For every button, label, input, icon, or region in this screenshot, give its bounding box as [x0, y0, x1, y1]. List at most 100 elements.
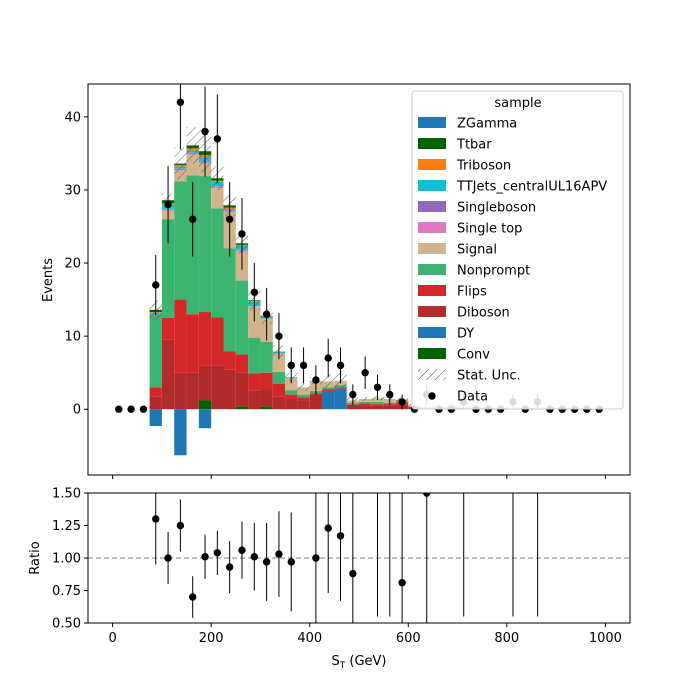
legend-entry: Conv — [418, 348, 490, 363]
data-point — [275, 332, 283, 340]
bar-dy — [149, 409, 162, 427]
legend-marker — [428, 392, 436, 400]
legend-entry: TTJets_centralUL16APV — [418, 180, 607, 195]
bar-signal — [248, 306, 261, 338]
stat-unc-band — [186, 127, 199, 164]
ratio-point — [250, 553, 258, 561]
bar-nonprompt — [174, 181, 187, 300]
data-point — [361, 368, 369, 377]
bar-flips — [198, 312, 212, 366]
bar-dy — [334, 388, 347, 410]
bar-dy — [174, 409, 187, 456]
legend-label: Stat. Unc. — [457, 369, 521, 384]
data-point — [250, 288, 258, 296]
data-point — [189, 215, 197, 223]
bar-conv — [198, 400, 212, 410]
bar-conv — [260, 406, 273, 410]
legend-label: Nonprompt — [457, 264, 530, 279]
y-tick-label: 1.00 — [52, 552, 81, 567]
bar-diboson — [383, 405, 396, 410]
data-point — [176, 98, 185, 106]
legend-label: Signal — [457, 243, 497, 258]
bar-flips — [371, 404, 384, 406]
bar-nonprompt — [223, 248, 236, 352]
data-point — [312, 376, 320, 384]
bar-flips — [149, 387, 162, 397]
bar-flips — [322, 389, 335, 391]
data-point — [386, 390, 394, 399]
ratio-point — [176, 521, 185, 530]
bar-diboson — [285, 398, 298, 410]
main-y-ticks: 0 10 20 30 40 — [64, 110, 88, 418]
bar-diboson — [235, 372, 249, 407]
bar-nonprompt — [297, 394, 310, 398]
legend-entry: Stat. Unc. — [418, 369, 521, 384]
legend-label: Ttbar — [456, 138, 492, 153]
stat-unc-band — [297, 383, 310, 391]
ratio-point — [324, 524, 332, 532]
ratio-point — [336, 532, 345, 540]
bar-nonprompt — [260, 341, 273, 373]
ratio-point — [201, 553, 209, 561]
bar-nonprompt — [371, 401, 384, 405]
bar-diboson — [260, 389, 273, 407]
data-point — [262, 310, 271, 318]
bar-signal — [272, 352, 286, 372]
legend-entry: Flips — [418, 285, 487, 300]
data-point — [398, 398, 406, 406]
bar-signal — [211, 187, 224, 209]
stat-unc-band — [322, 374, 335, 389]
ratio-point — [398, 579, 406, 587]
ratio-point — [189, 593, 197, 601]
bar-nonprompt — [211, 208, 224, 318]
legend-entry: Signal — [418, 243, 497, 258]
ratio-point — [225, 563, 234, 571]
main-x-ticks — [112, 475, 606, 479]
legend-label: Data — [457, 390, 488, 405]
legend-swatch — [418, 264, 446, 275]
ratio-point — [164, 554, 172, 562]
bar-flips — [174, 299, 187, 373]
legend-swatch — [418, 138, 446, 149]
bar-flips — [285, 394, 298, 399]
bar-flips — [248, 373, 261, 391]
data-point — [225, 215, 234, 223]
data-point — [336, 361, 345, 370]
bar-dy — [198, 409, 212, 429]
legend-label: Flips — [457, 285, 487, 300]
bar-flips — [260, 372, 273, 390]
bar-nonprompt — [198, 176, 212, 313]
main-y-axis-label: Events — [41, 258, 56, 302]
bar-diboson — [371, 405, 384, 410]
main-panel: 0 10 20 30 40 Events sample ZGamma Ttbar Tribo… — [41, 83, 631, 479]
data-point — [238, 230, 246, 238]
bar-diboson — [161, 339, 175, 410]
y-tick-label: 1.50 — [52, 487, 81, 502]
bar-diboson — [223, 369, 236, 410]
legend-swatch — [418, 348, 446, 359]
legend-entry: Nonprompt — [418, 264, 530, 279]
bar-diboson — [346, 404, 359, 410]
y-tick-label: 10 — [64, 330, 81, 345]
bar-nonprompt — [285, 390, 298, 395]
bar-flips — [235, 354, 249, 373]
legend-swatch — [418, 369, 446, 380]
legend-title: sample — [494, 96, 541, 111]
legend-swatch — [418, 117, 446, 128]
data-point — [349, 390, 357, 399]
ratio-y-axis-label: Ratio — [28, 541, 43, 574]
bar-diboson — [186, 372, 199, 410]
data-point — [201, 127, 209, 136]
x-tick-label: 200 — [199, 631, 224, 646]
legend-entry: Singleboson — [418, 201, 536, 216]
legend-swatch — [418, 243, 446, 254]
x-tick-label: 600 — [396, 631, 421, 646]
legend-entry: DY — [418, 327, 474, 342]
data-point — [164, 200, 172, 209]
data-point — [139, 405, 148, 413]
legend-entry: Triboson — [418, 159, 511, 174]
bar-flips — [359, 403, 372, 406]
bar-diboson — [297, 400, 310, 410]
legend-label: ZGamma — [457, 117, 517, 132]
stat-unc-band — [174, 147, 187, 180]
